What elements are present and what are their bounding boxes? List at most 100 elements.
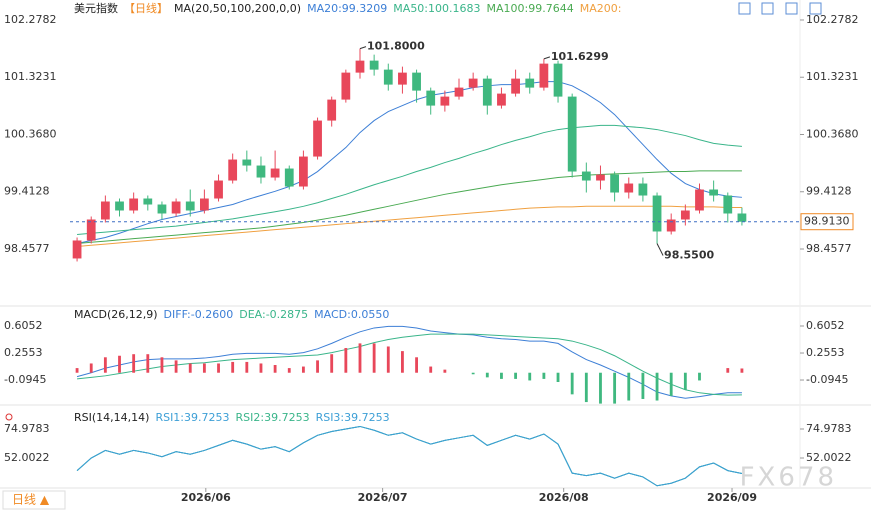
- candle-body: [284, 168, 294, 187]
- histogram-bar: [655, 372, 659, 401]
- candle-body: [454, 87, 464, 97]
- candle-body: [596, 174, 605, 181]
- histogram-bar: [146, 354, 150, 373]
- candle-body: [482, 78, 492, 106]
- histogram-bar: [217, 363, 220, 373]
- histogram-bar: [429, 366, 433, 373]
- y-tick-label-left: 98.4577: [4, 242, 50, 255]
- histogram-bar: [584, 372, 588, 403]
- annotation: 98.5500: [664, 248, 714, 261]
- legend-entry: MACD:0.0550: [314, 308, 389, 321]
- annotation: 101.8000: [367, 40, 425, 53]
- candle-body: [709, 189, 719, 196]
- histogram-bar: [259, 363, 263, 373]
- y-tick-label-left: 0.2553: [4, 346, 43, 359]
- y-tick-label-left: 0.6052: [4, 319, 43, 332]
- candle-body: [666, 219, 676, 232]
- y-tick-label: 74.9783: [806, 422, 852, 435]
- histogram-bar: [103, 357, 107, 373]
- histogram-bar: [613, 372, 617, 404]
- y-tick-label: 101.3231: [806, 70, 859, 83]
- histogram-bar: [669, 372, 673, 396]
- candle-body: [468, 78, 478, 88]
- histogram-bar: [344, 348, 348, 373]
- candle-body: [129, 198, 139, 211]
- histogram-bar: [698, 372, 701, 381]
- settings-icon[interactable]: [5, 413, 13, 421]
- candle-body: [256, 165, 266, 178]
- y-tick-label: 52.0022: [806, 451, 852, 464]
- title: RSI(14,14,14): [74, 411, 149, 424]
- histogram-bar: [500, 372, 503, 379]
- candle-body: [100, 201, 110, 220]
- histogram-bar: [740, 368, 744, 373]
- y-tick-label: 0.2553: [806, 346, 845, 359]
- histogram-bar: [386, 346, 390, 373]
- candle-body: [553, 63, 563, 97]
- legend-entry: MA20:99.3209: [307, 2, 387, 15]
- y-tick-label: 100.3680: [806, 127, 859, 140]
- candle-body: [440, 96, 450, 106]
- candle-body: [680, 210, 690, 220]
- histogram-bar: [202, 363, 206, 373]
- candle-body: [185, 201, 195, 211]
- candle-body: [313, 120, 322, 157]
- candle-body: [412, 72, 421, 91]
- histogram-bar: [132, 354, 136, 373]
- histogram-bar: [471, 372, 475, 375]
- period-button[interactable]: [2, 490, 66, 510]
- y-tick-label-left: 99.4128: [4, 185, 50, 198]
- histogram-bar: [372, 343, 376, 373]
- candle-body: [157, 204, 167, 214]
- candle-body: [369, 60, 379, 70]
- histogram-bar: [570, 372, 574, 395]
- y-tick-label: 102.2782: [806, 13, 859, 26]
- y-tick-label-left: 100.3680: [4, 127, 57, 140]
- y-tick-label-left: 52.0022: [4, 451, 50, 464]
- candle-body: [511, 78, 520, 94]
- candle-body: [723, 195, 733, 214]
- panel-header: MACD(26,12,9) DIFF:-0.2600 DEA:-0.2875 MACD…: [74, 308, 389, 321]
- histogram-bar: [514, 372, 518, 379]
- icon[interactable]: [761, 2, 774, 15]
- candle-body: [86, 219, 96, 241]
- ma-label: MA(20,50,100,200,0,0): [174, 2, 301, 15]
- histogram-bar: [273, 365, 277, 373]
- legend-entry: MA200:: [580, 2, 622, 15]
- candle-body: [638, 183, 648, 196]
- icon[interactable]: [809, 2, 822, 15]
- legend-entry: RSI2:39.7253: [236, 411, 310, 424]
- candle-body: [398, 72, 407, 85]
- annotation-pointer: [656, 243, 664, 256]
- line: [77, 205, 742, 247]
- y-tick-label: 0.6052: [806, 319, 845, 332]
- panel-header: RSI(14,14,14) RSI1:39.7253 RSI2:39.7253 RSI…: [74, 411, 390, 424]
- last-price-tag: [800, 213, 854, 231]
- candle-body: [341, 72, 351, 100]
- y-tick-label: -0.0945: [806, 373, 848, 386]
- candle-body: [200, 198, 209, 211]
- histogram-bar: [75, 368, 79, 373]
- icon[interactable]: [738, 2, 751, 15]
- candle-body: [737, 213, 747, 222]
- candle-body: [72, 240, 82, 259]
- candle-body: [581, 171, 591, 181]
- line: [76, 425, 743, 487]
- annotation-pointer: [543, 56, 551, 60]
- panel-header: 美元指数 【日线】 MA(20,50,100,200,0,0) MA20:99.320…: [74, 1, 621, 15]
- histogram-bar: [330, 354, 334, 373]
- period-button-label[interactable]: 日线 ▲: [12, 493, 50, 507]
- title: 美元指数: [74, 1, 118, 15]
- candle-body: [270, 168, 280, 178]
- candle-body: [624, 183, 634, 193]
- candle-body: [383, 69, 393, 85]
- candle-body: [214, 180, 223, 199]
- candle-body: [525, 78, 535, 88]
- annotation-pointer: [359, 46, 367, 50]
- x-tick-label: 2026/07: [358, 491, 408, 504]
- toolbar-icons: [738, 2, 822, 15]
- histogram-bar: [316, 360, 319, 373]
- icon[interactable]: [785, 2, 798, 15]
- candle-body: [242, 159, 252, 166]
- x-tick-label: 2026/08: [539, 491, 589, 504]
